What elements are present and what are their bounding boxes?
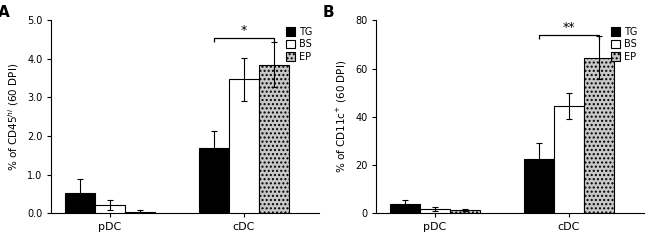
Bar: [259, 65, 289, 213]
Text: B: B: [323, 5, 334, 20]
Bar: [390, 204, 420, 213]
Text: *: *: [241, 24, 247, 37]
Bar: [199, 148, 229, 213]
Bar: [554, 106, 584, 213]
Y-axis label: % of CD11c$^{+}$ (60 DPI): % of CD11c$^{+}$ (60 DPI): [335, 60, 350, 174]
Bar: [524, 159, 554, 213]
Bar: [95, 205, 125, 213]
Bar: [420, 208, 450, 213]
Text: A: A: [0, 5, 10, 20]
Legend: TG, BS, EP: TG, BS, EP: [608, 25, 640, 64]
Bar: [125, 212, 155, 213]
Bar: [584, 58, 614, 213]
Y-axis label: % of CD45$^{hi}$ (60 DPI): % of CD45$^{hi}$ (60 DPI): [6, 63, 21, 171]
Bar: [450, 210, 480, 213]
Text: **: **: [563, 21, 575, 34]
Bar: [65, 193, 95, 213]
Bar: [229, 79, 259, 213]
Legend: TG, BS, EP: TG, BS, EP: [283, 25, 315, 64]
